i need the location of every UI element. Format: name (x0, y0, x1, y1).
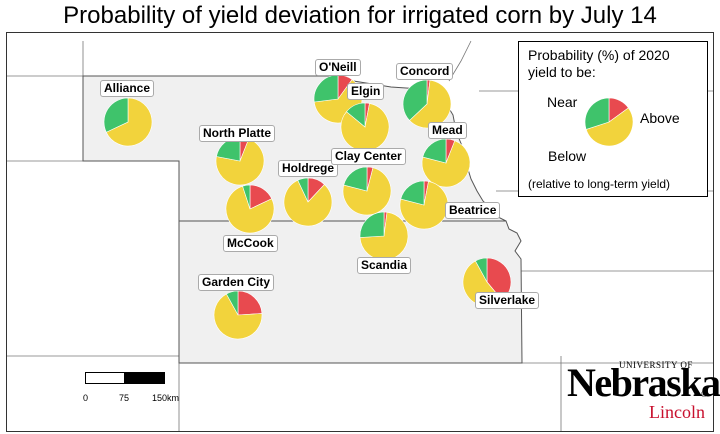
legend-pie-near-slice (585, 107, 634, 147)
pie-north-platte (215, 136, 265, 186)
pie-north-platte-near-slice (215, 138, 265, 186)
label-holdrege: Holdrege (278, 160, 339, 177)
label-clay-center: Clay Center (331, 148, 406, 165)
map-title: Probability of yield deviation for irrig… (63, 2, 657, 29)
logo-university-text: UNIVERSITY OF (619, 360, 693, 370)
label-scandia: Scandia (357, 257, 412, 274)
legend-above-label: Above (640, 110, 680, 126)
pie-clay-center-near-slice (342, 167, 392, 216)
pie-holdrege (283, 177, 333, 227)
pie-clay-center (342, 166, 392, 216)
map-canvas (7, 40, 713, 431)
pie-alliance (103, 97, 153, 147)
legend-example-pie (584, 97, 634, 147)
label-mccook: McCook (223, 235, 278, 252)
pie-mccook-above-slice (242, 184, 251, 210)
unl-logo: UNIVERSITY OF Nebraska ® Lincoln (567, 360, 720, 426)
label-north-platte: North Platte (199, 125, 276, 142)
legend-near-label: Near (547, 94, 578, 110)
legend-title-line1: Probability (%) of 2020 (528, 47, 670, 63)
scale-segment-black (124, 372, 165, 384)
pie-holdrege-near-slice (283, 179, 333, 227)
legend-pie-above-slice (584, 97, 610, 130)
pie-elgin-above-slice (346, 102, 366, 128)
scale-tick-0: 0 (83, 393, 89, 403)
pie-alliance-above-slice (103, 97, 129, 133)
pie-mccook-near-slice (225, 185, 275, 234)
legend-note: (relative to long-term yield) (528, 177, 671, 191)
pie-alliance-near-slice (105, 97, 153, 147)
pie-scandia-above-slice (359, 211, 385, 238)
label-beatrice: Beatrice (445, 202, 501, 219)
pie-concord-near-slice (409, 79, 452, 129)
pie-garden-city-near-slice (213, 293, 263, 340)
logo-registered-mark: ® (701, 390, 707, 399)
pie-layer (103, 74, 512, 340)
pie-silverlake-above-slice (475, 257, 488, 283)
pie-mccook (225, 184, 275, 234)
label-garden-city: Garden City (198, 274, 275, 291)
pie-mead (421, 138, 471, 188)
label-mead: Mead (428, 122, 467, 139)
pie-garden-city-above-slice (226, 290, 239, 316)
scale-bar (85, 372, 165, 384)
legend-below-label: Below (548, 148, 587, 164)
pie-concord (402, 79, 452, 129)
label-concord: Concord (396, 63, 454, 80)
pie-beatrice (399, 180, 449, 230)
state-kansas-outline (178, 220, 523, 364)
legend-title-line2: yield to be: (528, 64, 596, 80)
pie-beatrice-above-slice (400, 180, 425, 206)
scale-segment-white (85, 372, 125, 384)
pie-mead-above-slice (422, 138, 447, 164)
pie-clay-center-above-slice (343, 166, 368, 192)
logo-campus-text: Lincoln (649, 402, 705, 422)
label-elgin: Elgin (347, 83, 385, 100)
scale-tick-150: 150km (152, 393, 180, 403)
logo-name-text: Nebraska (567, 360, 720, 405)
label-alliance: Alliance (100, 80, 155, 97)
pie-elgin (340, 102, 390, 152)
pie-garden-city (213, 290, 263, 340)
label-oneill: O'Neill (315, 59, 361, 76)
pie-mead-near-slice (421, 140, 471, 188)
legend: Probability (%) of 2020 yield to be: Nea… (518, 41, 708, 197)
label-silverlake: Silverlake (475, 292, 540, 309)
scale-tick-75: 75 (119, 393, 130, 403)
pie-garden-city-below-slice (237, 290, 263, 316)
pie-concord-above-slice (402, 79, 428, 121)
pie-scandia (359, 211, 409, 261)
pie-holdrege-above-slice (297, 177, 309, 203)
